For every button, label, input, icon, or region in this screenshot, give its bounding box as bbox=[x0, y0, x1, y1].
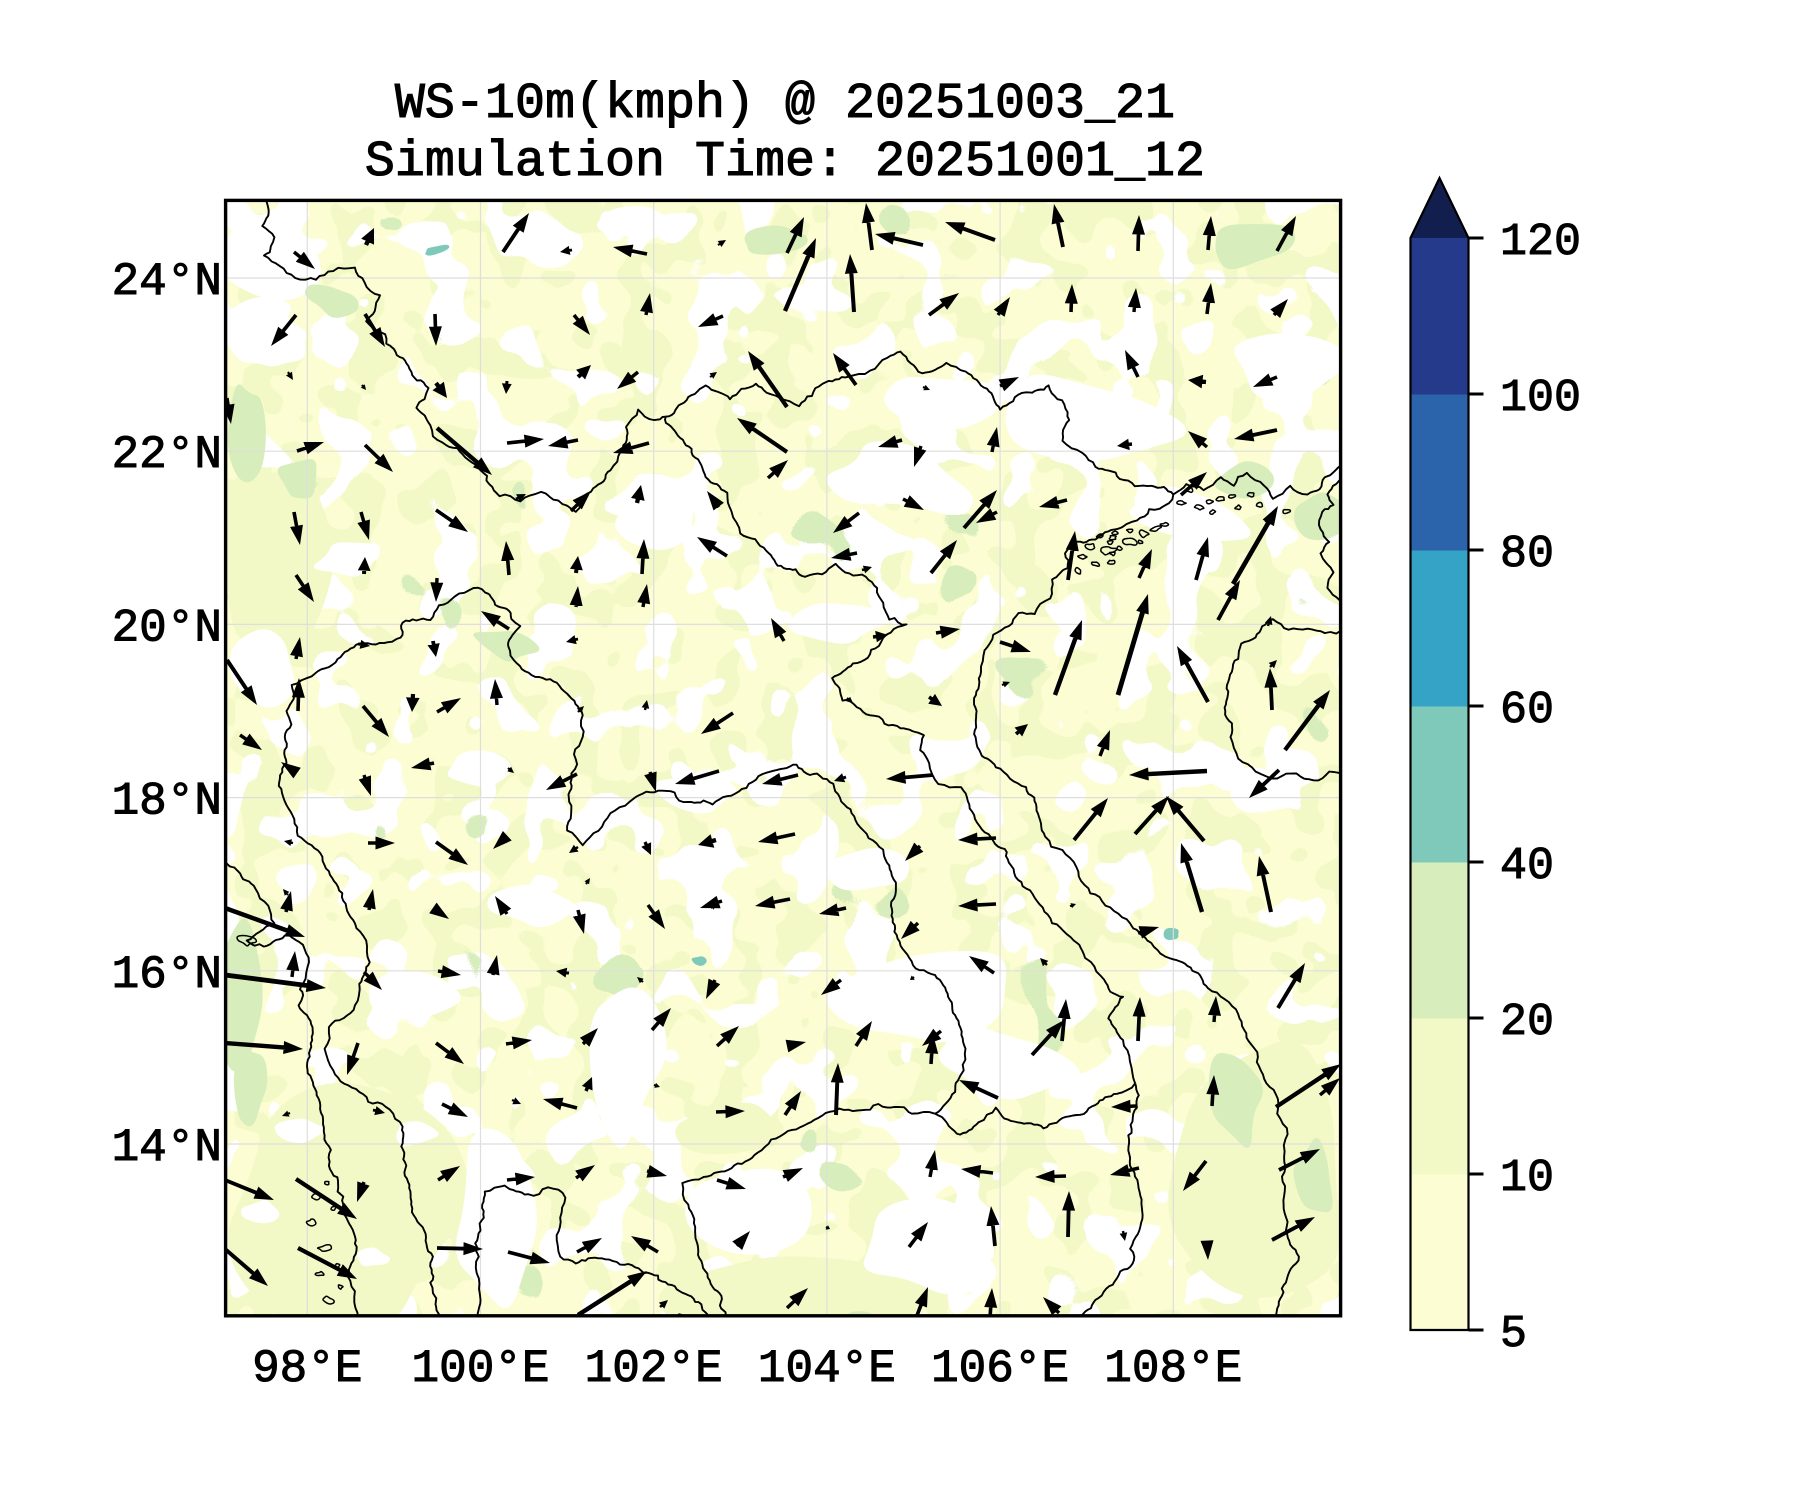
svg-text:40: 40 bbox=[1500, 841, 1554, 892]
svg-text:108°E: 108°E bbox=[1104, 1343, 1242, 1395]
svg-text:104°E: 104°E bbox=[758, 1343, 896, 1395]
svg-text:18°N: 18°N bbox=[112, 776, 222, 828]
svg-text:Simulation Time: 20251001_12: Simulation Time: 20251001_12 bbox=[365, 134, 1205, 191]
svg-text:60: 60 bbox=[1500, 685, 1554, 736]
svg-text:5: 5 bbox=[1500, 1309, 1527, 1360]
svg-text:106°E: 106°E bbox=[931, 1343, 1069, 1395]
svg-text:120: 120 bbox=[1500, 217, 1581, 268]
svg-text:98°E: 98°E bbox=[252, 1343, 362, 1395]
svg-text:14°N: 14°N bbox=[112, 1122, 222, 1174]
svg-text:20: 20 bbox=[1500, 997, 1554, 1048]
svg-text:80: 80 bbox=[1500, 529, 1554, 580]
svg-text:20°N: 20°N bbox=[112, 602, 222, 654]
svg-text:102°E: 102°E bbox=[585, 1343, 723, 1395]
svg-text:100°E: 100°E bbox=[411, 1343, 549, 1395]
svg-text:WS-10m(kmph) @ 20251003_21: WS-10m(kmph) @ 20251003_21 bbox=[395, 76, 1175, 133]
svg-text:16°N: 16°N bbox=[112, 949, 222, 1001]
svg-text:22°N: 22°N bbox=[112, 429, 222, 481]
svg-text:10: 10 bbox=[1500, 1153, 1554, 1204]
svg-text:24°N: 24°N bbox=[112, 256, 222, 308]
svg-text:100: 100 bbox=[1500, 373, 1581, 424]
